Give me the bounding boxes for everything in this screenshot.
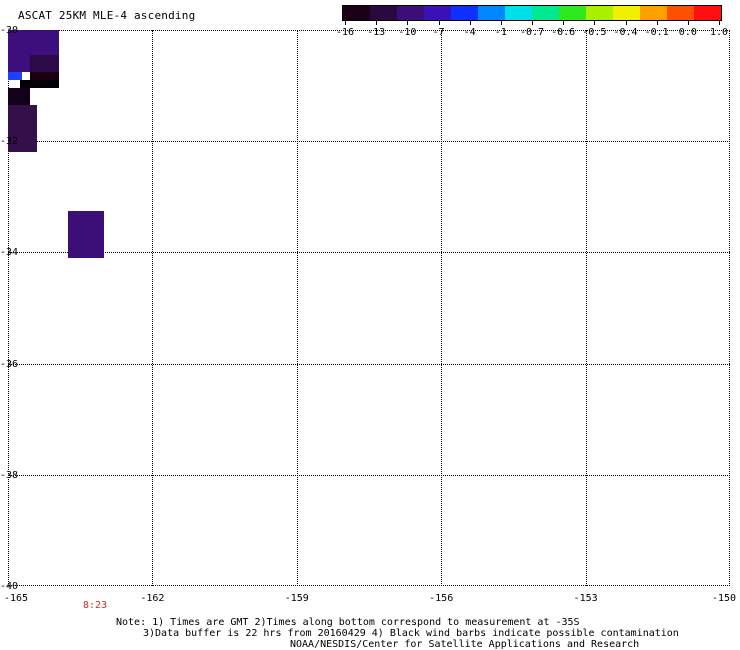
longitude-label: -150 — [711, 593, 737, 604]
longitude-gridline — [729, 30, 730, 586]
map-frame — [8, 30, 730, 586]
colorbar-label: 0.0 — [678, 27, 697, 38]
latitude-gridline — [8, 585, 730, 586]
latitude-label: -30 — [0, 25, 19, 36]
colorbar-label: -10 — [398, 27, 417, 38]
note-line-3: NOAA/NESDIS/Center for Satellite Applica… — [290, 639, 640, 650]
time-label: 8:23 — [83, 600, 108, 611]
data-cell — [29, 55, 59, 72]
longitude-gridline — [296, 30, 298, 586]
colorbar-tick — [719, 21, 720, 25]
longitude-label: -162 — [140, 593, 165, 604]
note-line-2: 3)Data buffer is 22 hrs from 20160429 4)… — [143, 628, 679, 639]
longitude-gridline — [441, 30, 443, 586]
colorbar-label: -13 — [367, 27, 386, 38]
colorbar-swatch — [694, 6, 721, 20]
colorbar-tick — [407, 21, 409, 25]
latitude-label: -36 — [0, 358, 19, 370]
colorbar-swatch — [667, 6, 694, 20]
data-cell — [8, 105, 37, 153]
colorbar-tick — [469, 21, 471, 25]
colorbar — [342, 5, 722, 21]
colorbar-tick — [625, 21, 627, 25]
colorbar-label: -16 — [335, 27, 355, 38]
data-cell — [68, 210, 105, 258]
latitude-gridline — [8, 474, 730, 476]
colorbar-swatch — [478, 6, 505, 20]
colorbar-swatch — [424, 6, 451, 20]
colorbar-swatch — [559, 6, 586, 20]
colorbar-swatch — [370, 6, 397, 20]
colorbar-label: -0.5 — [582, 27, 607, 38]
colorbar-swatch — [451, 6, 478, 20]
longitude-gridline — [8, 30, 9, 586]
longitude-gridline — [152, 30, 154, 586]
colorbar-label: -4 — [463, 27, 476, 38]
latitude-label: -38 — [0, 469, 19, 481]
longitude-label: -156 — [429, 593, 454, 604]
longitude-label: -153 — [573, 593, 598, 604]
colorbar-tick — [594, 21, 596, 25]
latitude-gridline — [8, 30, 730, 31]
colorbar-tick — [532, 21, 533, 25]
colorbar-tick — [563, 21, 565, 25]
note-line-1: Note: 1) Times are GMT 2)Times along bot… — [116, 617, 580, 628]
data-cell — [8, 71, 23, 81]
latitude-label: -34 — [0, 247, 19, 259]
longitude-gridline — [585, 30, 587, 586]
colorbar-label: -0.1 — [644, 27, 669, 38]
data-cell — [8, 88, 30, 106]
colorbar-label: -7 — [432, 27, 445, 38]
colorbar-tick — [656, 21, 658, 25]
colorbar-label: 1.0 — [709, 27, 729, 38]
colorbar-tick — [500, 21, 502, 25]
latitude-gridline — [8, 363, 730, 365]
colorbar-swatch — [532, 6, 559, 20]
latitude-gridline — [8, 141, 730, 143]
colorbar-label: -1 — [494, 27, 507, 38]
colorbar-label: -0.7 — [519, 27, 545, 38]
latitude-label: -40 — [0, 581, 19, 592]
map-title: ASCAT 25KM MLE-4 ascending — [18, 9, 196, 22]
colorbar-label: -0.4 — [613, 27, 638, 38]
data-cell — [20, 80, 59, 89]
longitude-label: -165 — [3, 593, 29, 604]
colorbar-swatch — [586, 6, 613, 20]
colorbar-label: -0.6 — [551, 27, 576, 38]
colorbar-tick — [376, 21, 378, 25]
colorbar-swatch — [505, 6, 532, 20]
colorbar-swatch — [640, 6, 667, 20]
colorbar-tick — [438, 21, 440, 25]
colorbar-swatch — [397, 6, 424, 20]
latitude-gridline — [8, 252, 730, 254]
colorbar-swatch — [613, 6, 640, 20]
colorbar-swatch — [343, 6, 370, 20]
latitude-label: -32 — [0, 136, 19, 148]
colorbar-tick — [345, 21, 346, 25]
longitude-label: -159 — [284, 593, 309, 604]
colorbar-tick — [687, 21, 689, 25]
